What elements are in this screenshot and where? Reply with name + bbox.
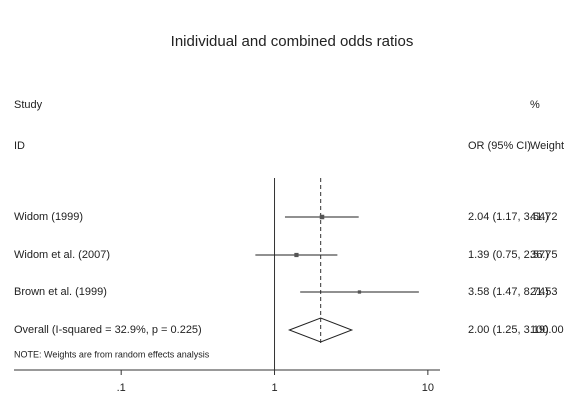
overall-diamond	[287, 317, 354, 343]
weight-label: 36.75	[530, 249, 558, 261]
point-estimate	[357, 290, 362, 294]
weight-label: 41.72	[530, 211, 558, 223]
chart-title: Inidividual and combined odds ratios	[171, 33, 414, 50]
column-header: ID	[14, 140, 25, 152]
column-header: Weight	[530, 140, 564, 152]
or-label: 2.00 (1.25, 3.19)	[468, 324, 549, 336]
or-label: 3.58 (1.47, 8.74)	[468, 286, 549, 298]
study-label: Widom (1999)	[14, 211, 83, 223]
column-header: %	[530, 99, 540, 111]
study-label: Overall (I-squared = 32.9%, p = 0.225)	[14, 324, 202, 336]
x-tick-label: .1	[117, 382, 126, 394]
column-header: Study	[14, 99, 43, 111]
column-header: OR (95% CI)	[468, 140, 531, 152]
or-label: 2.04 (1.17, 3.54)	[468, 211, 549, 223]
note: NOTE: Weights are from random effects an…	[14, 349, 210, 359]
study-label: Widom et al. (2007)	[14, 249, 110, 261]
or-label: 1.39 (0.75, 2.57)	[468, 249, 549, 261]
study-label: Brown et al. (1999)	[14, 286, 107, 298]
point-estimate	[294, 252, 299, 258]
x-tick-label: 10	[422, 382, 434, 394]
point-estimate	[319, 214, 325, 220]
x-tick-label: 1	[271, 382, 277, 394]
weight-label: 21.53	[530, 286, 558, 298]
weight-label: 100.00	[530, 324, 564, 336]
